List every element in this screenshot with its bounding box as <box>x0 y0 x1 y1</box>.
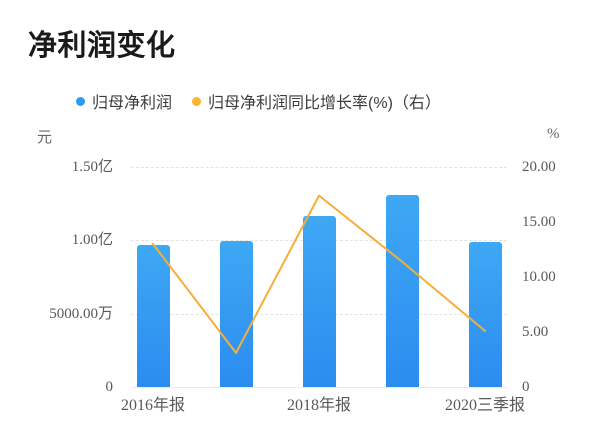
left-axis-tick-label: 1.50亿 <box>71 159 113 175</box>
right-axis-tick-label: 10.00 <box>522 269 556 285</box>
net-profit-bar <box>302 215 336 387</box>
chart-title: 净利润变化 <box>28 30 176 62</box>
right-axis-tick-label: 15.00 <box>522 214 556 230</box>
net-profit-bar <box>136 245 170 387</box>
net-profit-bar <box>385 195 419 387</box>
legend-dot-bar-icon <box>76 96 85 106</box>
left-axis-tick-label: 5000.00万 <box>49 305 113 322</box>
gridline <box>131 167 507 168</box>
left-axis-tick-label: 1.00亿 <box>71 232 113 249</box>
net-profit-bar <box>468 241 502 387</box>
x-axis-line <box>131 387 507 388</box>
left-axis-tick-label: 0 <box>105 379 114 395</box>
net-profit-bar <box>219 241 253 387</box>
right-axis-tick-label: 5.00 <box>522 324 549 340</box>
legend-label-net-profit: 归母净利润 <box>92 95 173 112</box>
legend-item-growth-rate: 归母净利润同比增长率(%)（右） <box>192 89 441 113</box>
right-axis-unit: % <box>547 126 560 142</box>
x-axis-label: 2020三季报 <box>444 397 525 414</box>
legend-dot-line-icon <box>192 96 202 106</box>
x-axis-label: 2018年报 <box>286 397 351 414</box>
right-axis-tick-label: 20.00 <box>522 159 556 175</box>
left-axis-unit: 元 <box>37 130 53 146</box>
x-axis-label: 2016年报 <box>120 397 185 414</box>
growth-rate-line <box>152 194 486 354</box>
right-axis-tick-label: 0 <box>522 379 530 395</box>
legend-item-net-profit: 归母净利润 <box>76 89 172 113</box>
legend-label-growth-rate: 归母净利润同比增长率(%)（右） <box>208 95 441 112</box>
chart-legend: 归母净利润 归母净利润同比增长率(%)（右） <box>76 89 441 113</box>
